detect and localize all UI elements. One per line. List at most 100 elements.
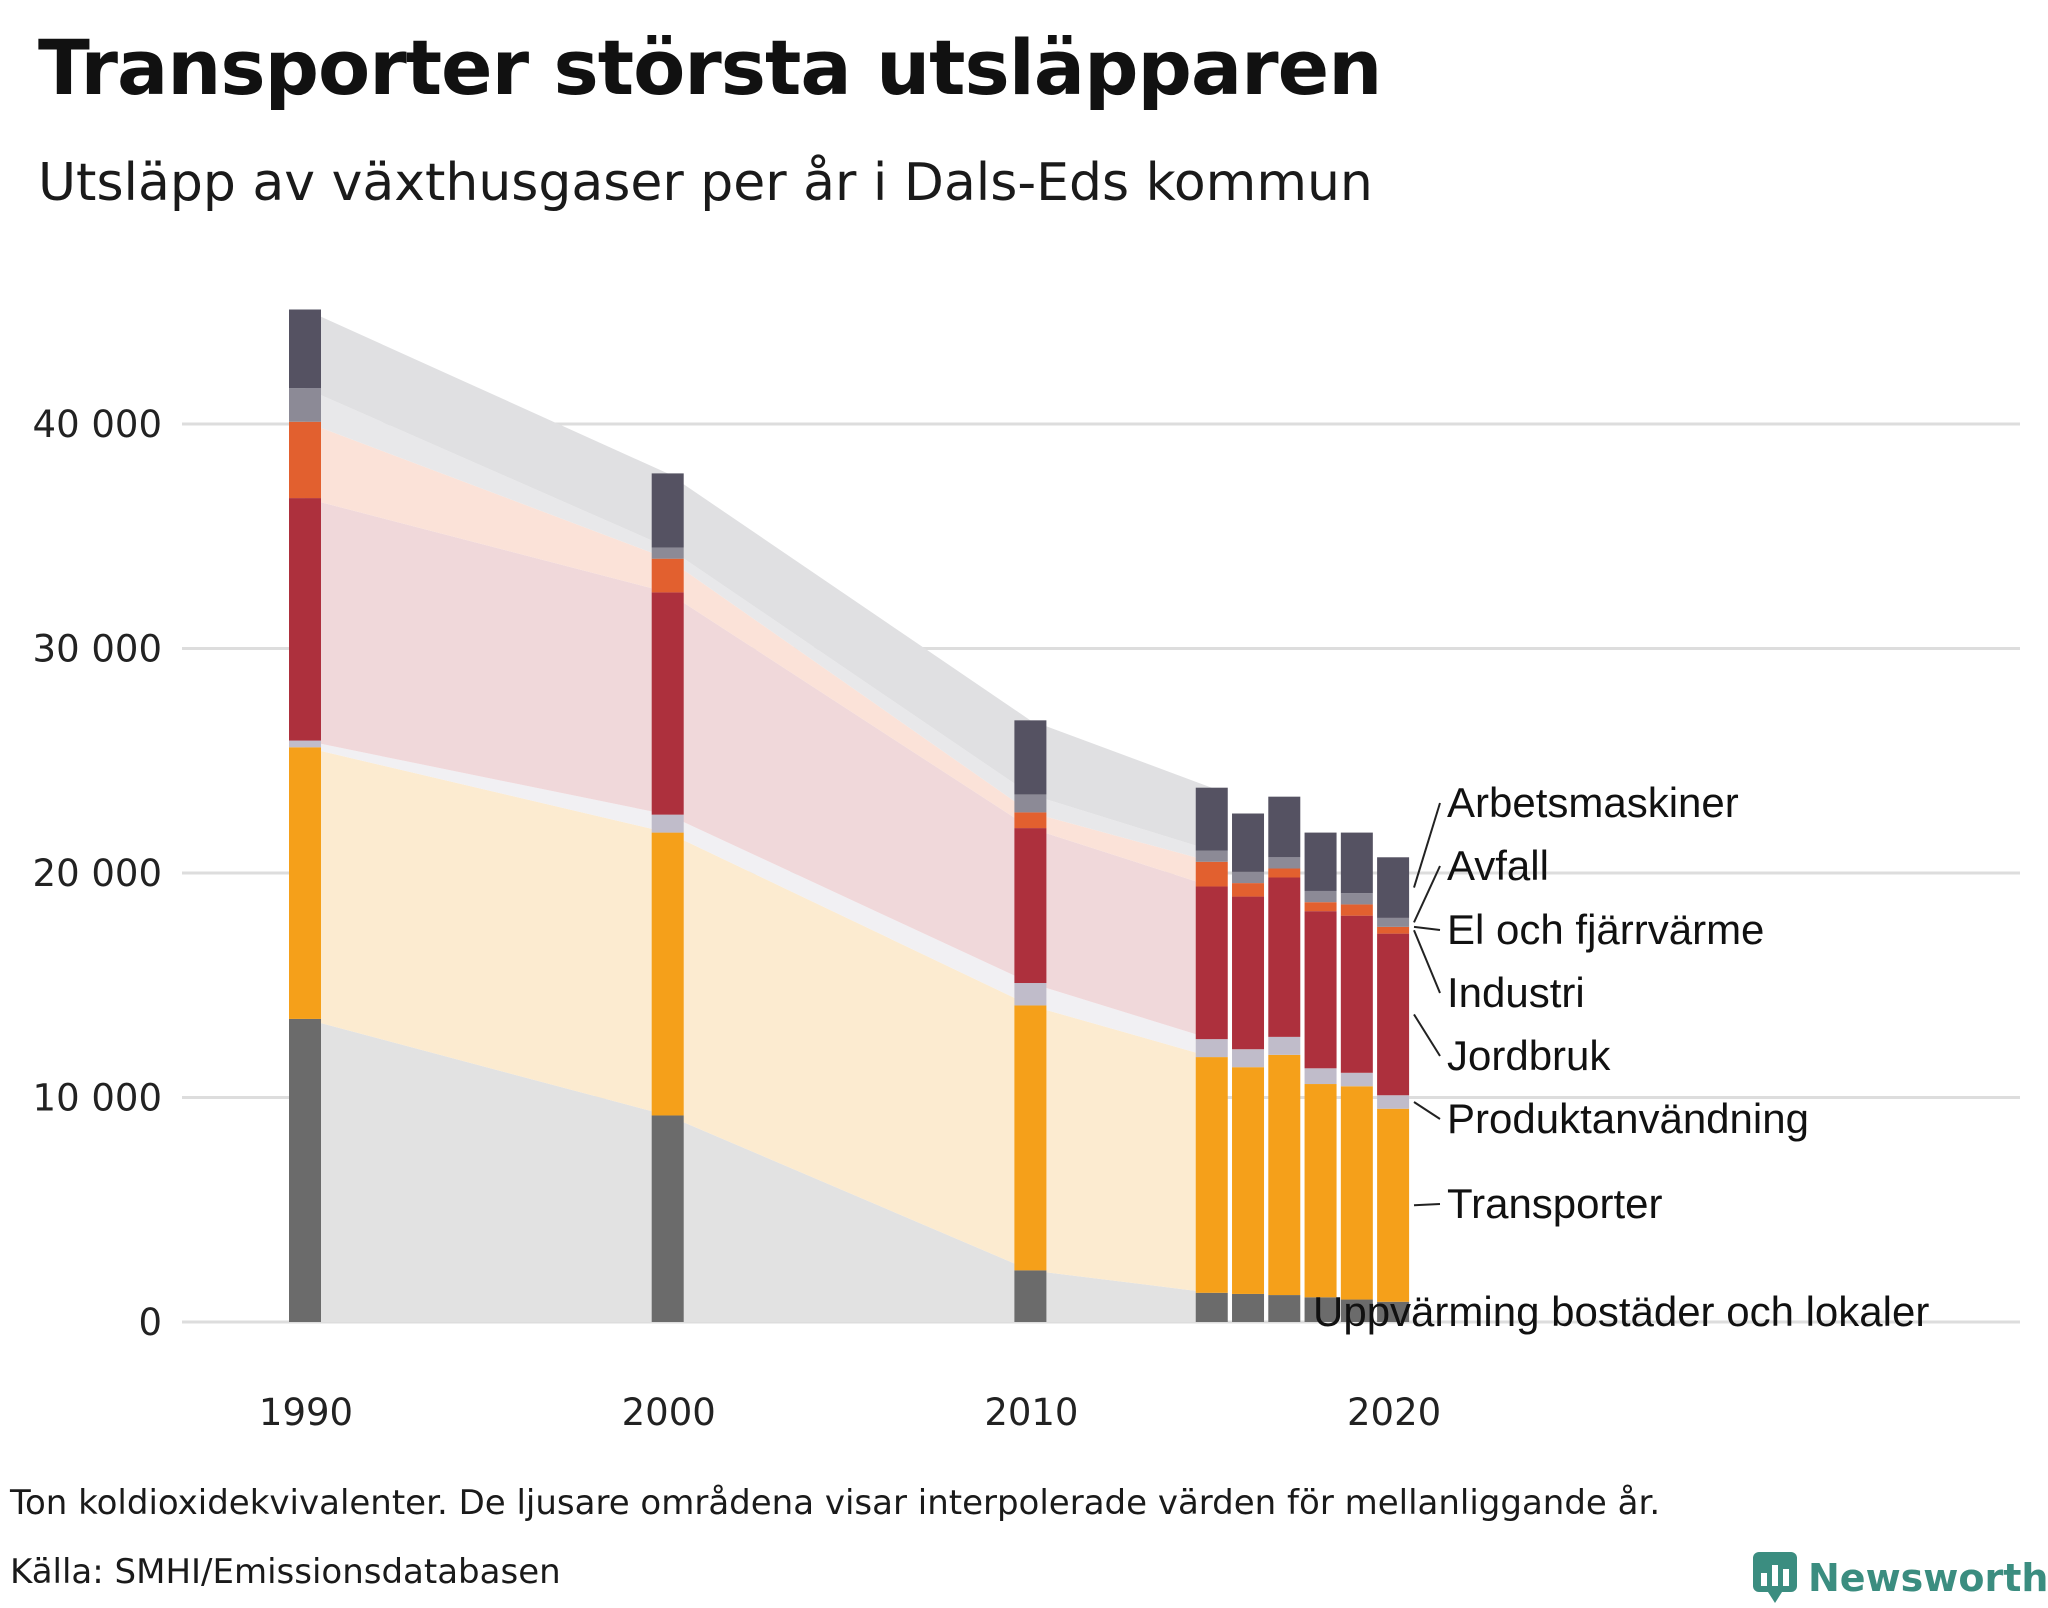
- bar-2020-jordbruk: [1377, 933, 1410, 1096]
- series-label: Uppvärming bostäder och lokaler: [1313, 1288, 1929, 1335]
- bar-2019-industri: [1340, 904, 1373, 916]
- bar-1990-uppvärming-bostäder-och-lokaler: [289, 1018, 321, 1322]
- bars: [289, 309, 1410, 1322]
- bar-2020-arbetsmaskiner: [1377, 857, 1410, 918]
- area-transporter: [305, 747, 1212, 1293]
- bar-2019-avfall: [1340, 893, 1373, 905]
- leader-line: [1413, 802, 1441, 888]
- series-label: El och fjärrvärme: [1447, 906, 1764, 953]
- interpolated-areas: [305, 309, 1212, 1322]
- y-tick-label: 10 000: [33, 1077, 162, 1120]
- bar-2018-avfall: [1304, 890, 1337, 903]
- y-tick-label: 20 000: [33, 852, 162, 895]
- chart-subtitle: Utsläpp av växthusgaser per år i Dals-Ed…: [38, 153, 1373, 213]
- bar-2017-produktanvändning: [1268, 1036, 1301, 1055]
- area-arbetsmaskiner: [305, 309, 1212, 851]
- bar-2018-produktanvändning: [1304, 1068, 1337, 1085]
- bar-2000-transporter: [651, 832, 684, 1116]
- area-avfall: [305, 388, 1212, 862]
- bar-2015-uppvärming-bostäder-och-lokaler: [1195, 1292, 1228, 1322]
- y-tick-label: 0: [138, 1301, 162, 1344]
- bar-1990-industri: [289, 421, 321, 499]
- area-produktanvändning: [305, 740, 1212, 1058]
- bar-2018-transporter: [1304, 1084, 1337, 1298]
- series-label: Produktanvändning: [1447, 1095, 1809, 1142]
- series-labels: Arbetsmaskiner Avfall El och fjärrvärme Ind…: [1313, 779, 1929, 1335]
- bar-2017-jordbruk: [1268, 877, 1301, 1037]
- label-leader-lines: [1413, 802, 1441, 1207]
- bar-2017-transporter: [1268, 1054, 1301, 1296]
- x-tick-label: 2020: [1347, 1391, 1441, 1434]
- bar-1990-avfall: [289, 388, 321, 422]
- bar-2015-transporter: [1195, 1057, 1228, 1293]
- bar-2010-arbetsmaskiner: [1014, 720, 1047, 795]
- bar-2015-arbetsmaskiner: [1195, 787, 1228, 851]
- footnote: Ton koldioxidekvivalenter. De ljusare om…: [10, 1483, 1661, 1523]
- bar-2000-arbetsmaskiner: [651, 473, 684, 548]
- x-tick-label: 2010: [984, 1391, 1078, 1434]
- bar-2010-industri: [1014, 812, 1047, 829]
- bar-2016-uppvärming-bostäder-och-lokaler: [1232, 1293, 1265, 1322]
- bar-2010-avfall: [1014, 794, 1047, 813]
- area-industri: [305, 421, 1212, 887]
- bar-2017-arbetsmaskiner: [1268, 796, 1301, 858]
- bar-2018-industri: [1304, 902, 1337, 912]
- bar-2016-transporter: [1232, 1067, 1265, 1294]
- bar-2015-industri: [1195, 861, 1228, 887]
- x-axis-ticks: 1990 2000 2010 2020: [259, 1391, 1441, 1434]
- bar-2016-arbetsmaskiner: [1232, 813, 1265, 872]
- leader-line: [1413, 925, 1441, 931]
- bar-2020-transporter: [1377, 1108, 1410, 1302]
- brand-name: Newsworthy: [1808, 1556, 2048, 1600]
- bar-2017-uppvärming-bostäder-och-lokaler: [1268, 1295, 1301, 1322]
- bar-2019-jordbruk: [1340, 915, 1373, 1073]
- emissions-chart: 0 10 000 20 000 30 000 40 000 1990 2000 2010 20…: [33, 309, 2020, 1434]
- series-label: Avfall: [1447, 842, 1549, 889]
- bar-2020-avfall: [1377, 917, 1410, 927]
- y-tick-label: 40 000: [33, 403, 162, 446]
- bar-1990-transporter: [289, 747, 321, 1019]
- series-label: Arbetsmaskiner: [1447, 779, 1739, 826]
- bar-2000-jordbruk: [651, 592, 684, 815]
- area-jordbruk: [305, 498, 1212, 1040]
- bar-2018-jordbruk: [1304, 911, 1337, 1069]
- x-tick-label: 2000: [622, 1391, 716, 1434]
- bar-1990-arbetsmaskiner: [289, 309, 321, 389]
- bar-2019-produktanvändning: [1340, 1072, 1373, 1087]
- bar-2020-uppvärming-bostäder-och-lokaler: [1377, 1301, 1410, 1322]
- leader-line: [1413, 1013, 1441, 1057]
- bar-2010-produktanvändning: [1014, 983, 1047, 1006]
- series-label: Industri: [1447, 969, 1585, 1016]
- bar-2016-produktanvändning: [1232, 1049, 1265, 1068]
- bar-2020-produktanvändning: [1377, 1095, 1410, 1109]
- bar-2015-jordbruk: [1195, 886, 1228, 1040]
- leader-line: [1413, 1101, 1441, 1120]
- bar-2018-uppvärming-bostäder-och-lokaler: [1304, 1297, 1337, 1322]
- y-axis-ticks: 0 10 000 20 000 30 000 40 000: [33, 403, 162, 1344]
- series-label: Transporter: [1447, 1180, 1663, 1227]
- bar-1990-produktanvändning: [289, 740, 321, 748]
- brand-logo[interactable]: Newsworthy: [1752, 1548, 2048, 1608]
- leader-line: [1413, 865, 1441, 923]
- bar-2019-uppvärming-bostäder-och-lokaler: [1340, 1299, 1373, 1322]
- bar-2010-uppvärming-bostäder-och-lokaler: [1014, 1270, 1047, 1322]
- chart-title: Transporter största utsläpparen: [38, 23, 1382, 112]
- bar-2015-produktanvändning: [1195, 1039, 1228, 1058]
- bar-2016-avfall: [1232, 871, 1265, 884]
- bar-2018-arbetsmaskiner: [1304, 832, 1337, 891]
- bar-2017-industri: [1268, 868, 1301, 878]
- bar-2000-uppvärming-bostäder-och-lokaler: [651, 1115, 684, 1322]
- bar-2000-industri: [651, 558, 684, 593]
- bar-2017-avfall: [1268, 857, 1301, 869]
- leader-line: [1413, 1203, 1441, 1207]
- bar-2015-avfall: [1195, 850, 1228, 862]
- bar-2000-avfall: [651, 547, 684, 559]
- leader-line: [1413, 929, 1441, 994]
- bar-2010-jordbruk: [1014, 828, 1047, 984]
- source-credit: Källa: SMHI/Emissionsdatabasen: [10, 1552, 561, 1592]
- bar-2010-transporter: [1014, 1005, 1047, 1271]
- bar-2016-jordbruk: [1232, 896, 1265, 1050]
- newsworthy-logo-icon: [1753, 1552, 1797, 1603]
- bar-1990-jordbruk: [289, 498, 321, 741]
- bar-2016-industri: [1232, 883, 1265, 897]
